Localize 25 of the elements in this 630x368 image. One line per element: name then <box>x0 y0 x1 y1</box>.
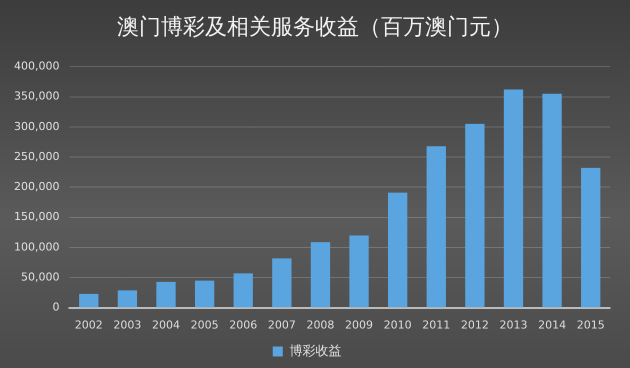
legend-label: 博彩收益 <box>289 344 342 359</box>
x-tick-label: 2003 <box>113 318 142 332</box>
y-tick-label: 0 <box>52 300 60 314</box>
y-tick-label: 150,000 <box>14 210 60 224</box>
x-tick-label: 2006 <box>229 318 258 332</box>
x-tick-label: 2008 <box>306 318 334 332</box>
chart-title: 澳门博彩及相关服务收益（百万澳门元） <box>116 14 514 42</box>
y-tick-label: 350,000 <box>14 90 60 103</box>
x-tick-label: 2009 <box>345 318 374 332</box>
x-tick-label: 2005 <box>190 318 219 332</box>
x-tick-label: 2004 <box>152 318 180 332</box>
x-tick-label: 2002 <box>74 318 103 332</box>
x-tick-label: 2014 <box>538 318 566 332</box>
y-tick-label: 300,000 <box>14 120 60 133</box>
x-tick-label: 2015 <box>576 318 605 332</box>
x-tick-label: 2011 <box>422 318 450 332</box>
x-tick-label: 2007 <box>268 318 296 332</box>
x-tick-label: 2010 <box>384 318 412 332</box>
x-tick-label: 2012 <box>460 318 489 332</box>
y-tick-label: 250,000 <box>14 150 60 163</box>
y-tick-label: 200,000 <box>14 180 60 194</box>
y-tick-label: 100,000 <box>14 240 60 254</box>
y-tick-label: 50,000 <box>20 270 60 284</box>
y-tick-label: 400,000 <box>14 59 60 72</box>
x-tick-label: 2013 <box>499 318 528 332</box>
